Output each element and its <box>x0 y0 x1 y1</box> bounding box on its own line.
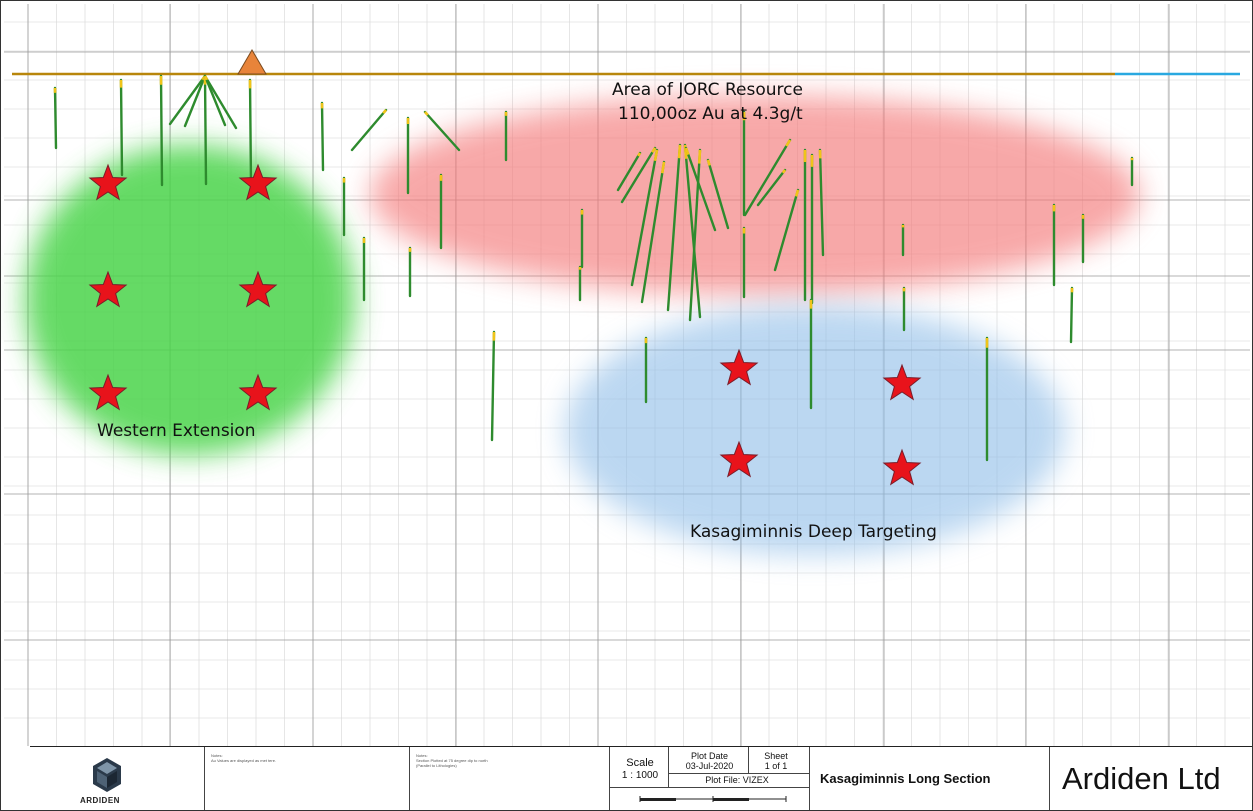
drill-hole <box>203 74 227 127</box>
red-star-icon <box>882 363 922 401</box>
scale-bar <box>639 796 787 802</box>
red-star-icon <box>719 440 759 478</box>
western-extension-zone <box>25 145 355 455</box>
logo-wordmark: ARDIDEN <box>80 796 120 805</box>
drill-hole-collar <box>637 152 642 157</box>
drill-hole <box>168 74 207 126</box>
drill-hole-collar <box>651 147 657 153</box>
drill-hole <box>203 74 208 186</box>
drill-hole <box>119 78 124 177</box>
scale-label: Scale <box>626 757 654 769</box>
red-star-icon <box>882 448 922 486</box>
drill-hole-collar <box>677 144 682 159</box>
drill-hole <box>773 188 800 272</box>
jorc-zone-title: Area of JORC Resource <box>612 80 803 100</box>
drill-hole-collar <box>203 75 208 81</box>
red-star-icon <box>238 163 278 201</box>
section-title-cell: Kasagiminnis Long Section <box>810 747 1050 810</box>
title-block: ARDIDEN Notes: Au Values are displayed a… <box>30 746 1253 811</box>
drill-holes <box>53 74 1134 462</box>
drill-hole <box>630 148 659 287</box>
drill-hole <box>490 330 496 442</box>
drill-hole-collar <box>660 161 666 174</box>
notes-cell-1: Notes: Au Values are displayed as met te… <box>205 747 410 810</box>
drill-hole-collar <box>706 159 711 166</box>
drill-hole-collar <box>684 147 690 155</box>
section-title: Kasagiminnis Long Section <box>820 771 991 786</box>
western-extension-label: Western Extension <box>97 421 256 441</box>
scale-cell: Scale 1 : 1000 Plot Date 03-Jul-2020 She… <box>610 747 810 810</box>
drill-hole-collar <box>794 189 800 197</box>
plot-file: Plot File: VIZEX <box>705 775 769 785</box>
drill-hole <box>350 108 388 152</box>
jorc-resource-zone <box>370 95 1140 295</box>
scale-value: 1 : 1000 <box>621 770 659 781</box>
company-cell: Ardiden Ltd <box>1050 747 1253 810</box>
jorc-zone-subtitle: 110,00oz Au at 4.3g/t <box>618 104 803 124</box>
red-star-icon <box>88 373 128 411</box>
red-star-icon <box>88 270 128 308</box>
drill-hole <box>743 138 792 217</box>
logo-cell: ARDIDEN <box>30 747 205 810</box>
drill-hole <box>706 158 730 230</box>
drill-hole <box>756 168 787 207</box>
drill-hole-collar <box>697 149 702 164</box>
orange-triangle-icon <box>237 49 267 75</box>
sheet-label: Sheet <box>764 751 788 761</box>
plot-date-value: 03-Jul-2020 <box>685 761 734 771</box>
plot-date-label: Plot Date <box>690 751 729 761</box>
drill-hole <box>248 78 253 187</box>
ardiden-logo-icon <box>93 758 121 792</box>
red-star-icon <box>238 270 278 308</box>
drill-hole <box>640 160 666 304</box>
drill-hole-collar <box>781 169 787 174</box>
drill-hole-collar <box>424 111 429 116</box>
drill-hole <box>818 148 825 257</box>
drill-hole <box>320 101 325 172</box>
drill-hole <box>688 148 702 322</box>
drill-hole <box>666 143 682 312</box>
red-star-icon <box>88 163 128 201</box>
drill-hole <box>423 110 461 152</box>
drill-hole-collar <box>785 139 792 147</box>
drill-hole <box>53 86 58 150</box>
red-star-icon <box>238 373 278 411</box>
company-name: Ardiden Ltd <box>1062 761 1221 796</box>
drill-hole-collar <box>382 109 387 115</box>
drill-hole-collar <box>653 149 659 162</box>
target-stars <box>88 163 922 486</box>
drill-hole <box>683 143 702 319</box>
drill-hole <box>183 74 207 128</box>
notes-cell-2: Notes: Section Plotted at 75 degree dip … <box>410 747 610 810</box>
drill-hole <box>1069 286 1074 344</box>
drill-hole <box>616 151 642 192</box>
drill-hole <box>684 146 717 232</box>
drill-hole <box>203 74 238 130</box>
drill-hole <box>159 74 164 187</box>
drill-hole <box>620 146 657 204</box>
sheet-value: 1 of 1 <box>764 761 788 771</box>
deep-targeting-zone <box>565 305 1065 555</box>
notes-text-1: Notes: Au Values are displayed as met te… <box>211 753 277 763</box>
red-star-icon <box>719 348 759 386</box>
deep-targeting-label: Kasagiminnis Deep Targeting <box>690 522 937 542</box>
notes-text-2: Notes: Section Plotted at 75 degree dip … <box>416 753 488 768</box>
long-section-canvas <box>4 4 1250 746</box>
